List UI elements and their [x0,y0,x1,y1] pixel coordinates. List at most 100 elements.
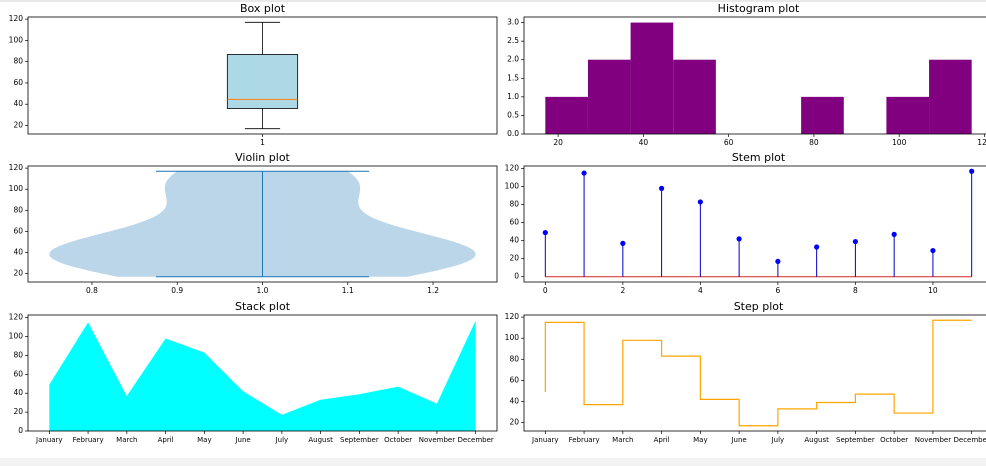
stem-marker [814,244,820,250]
y-tick-label: 100 [505,333,520,342]
subplot-title: Histogram plot [718,2,800,15]
x-tick-label: September [340,436,379,444]
y-tick-label: 60 [509,218,519,227]
y-tick-label: 0.5 [507,110,519,119]
bar [673,59,716,134]
x-tick-label: 20 [553,138,563,147]
stem-marker [620,240,626,246]
x-tick-label: August [804,436,829,444]
x-tick-label: 120 [977,138,986,147]
x-tick-label: April [158,436,174,444]
x-tick-label: September [836,436,875,444]
x-tick-label: 10 [928,286,938,295]
y-tick-label: 3.0 [507,18,519,27]
y-tick-label: 120 [9,313,24,322]
axes-frame [523,165,986,283]
y-tick-label: 20 [509,254,519,263]
x-tick-label: 1.0 [257,286,269,295]
stem-marker [930,247,936,254]
y-tick-label: 1.5 [507,73,519,82]
y-tick-label: 20 [509,418,519,427]
x-tick-label: 6 [775,286,780,295]
x-tick-label: July [275,436,289,444]
x-tick-label: June [730,436,746,444]
y-tick-label: 120 [505,164,520,173]
stem-marker [969,168,975,174]
y-tick-label: 40 [13,99,23,108]
stem-marker [736,236,742,242]
y-tick-label: 100 [9,184,24,193]
y-tick-label: 60 [13,226,23,235]
subplot-title: Stem plot [732,151,786,164]
x-tick-label: 0.8 [86,286,98,295]
stack-area [49,320,476,431]
x-tick-label: February [569,436,600,444]
axes-frame [27,16,498,135]
x-tick-label: November [915,436,952,444]
x-tick-label: May [693,436,707,444]
stem-marker [775,258,781,265]
stem-marker [581,170,587,176]
x-tick-label: 4 [698,286,703,295]
y-tick-label: 60 [13,78,23,87]
axes-frame [27,165,498,283]
x-tick-label: August [308,436,333,444]
y-tick-label: 40 [509,396,519,405]
subplot-title: Step plot [734,300,784,313]
y-tick-label: 1.0 [507,92,519,101]
stem-marker [852,238,859,245]
y-tick-label: 40 [13,247,23,256]
x-tick-label: 1.1 [342,286,354,295]
y-tick-label: 100 [9,35,24,44]
step-line [544,319,972,427]
y-tick-label: 100 [505,182,520,191]
y-tick-label: 60 [509,375,519,384]
bar [630,22,674,135]
bar [545,96,588,134]
y-tick-label: 120 [505,312,520,321]
bar [929,59,972,134]
x-tick-label: October [880,436,908,444]
x-tick-label: 60 [724,138,734,147]
subplot-title: Box plot [240,2,286,15]
x-tick-label: June [234,436,250,444]
x-tick-label: 1 [260,138,265,147]
y-tick-label: 120 [9,14,24,23]
y-tick-label: 80 [13,57,23,66]
x-tick-label: 2 [620,286,625,295]
y-tick-label: 100 [9,332,24,341]
y-tick-label: 2.5 [507,36,519,45]
x-tick-label: 80 [809,138,819,147]
x-tick-label: 40 [639,138,649,147]
axes-frame [27,314,498,432]
axes-frame [523,314,986,432]
x-tick-label: July [771,436,785,444]
y-tick-label: 40 [509,236,519,245]
x-tick-label: January [531,436,559,444]
y-tick-label: 0 [18,426,23,435]
x-tick-label: November [419,436,456,444]
x-tick-label: March [612,436,633,444]
y-tick-label: 40 [13,388,23,397]
y-tick-label: 80 [13,350,23,359]
stem-marker [891,231,897,237]
stem-marker [542,229,548,236]
x-tick-label: January [35,436,63,444]
y-tick-label: 0 [514,272,519,281]
y-tick-label: 0.0 [507,129,519,138]
axes-frame [523,16,986,135]
y-tick-label: 20 [13,269,23,278]
y-tick-label: 80 [13,205,23,214]
y-tick-label: 80 [509,200,519,209]
box [226,54,299,109]
bar [886,96,930,134]
y-tick-label: 20 [13,407,23,416]
x-tick-label: December [954,436,986,444]
x-tick-label: October [384,436,412,444]
bottom-bar [0,458,986,466]
x-tick-label: May [197,436,211,444]
y-tick-label: 60 [13,369,23,378]
x-tick-label: 0.9 [171,286,183,295]
x-tick-label: 0 [543,286,548,295]
